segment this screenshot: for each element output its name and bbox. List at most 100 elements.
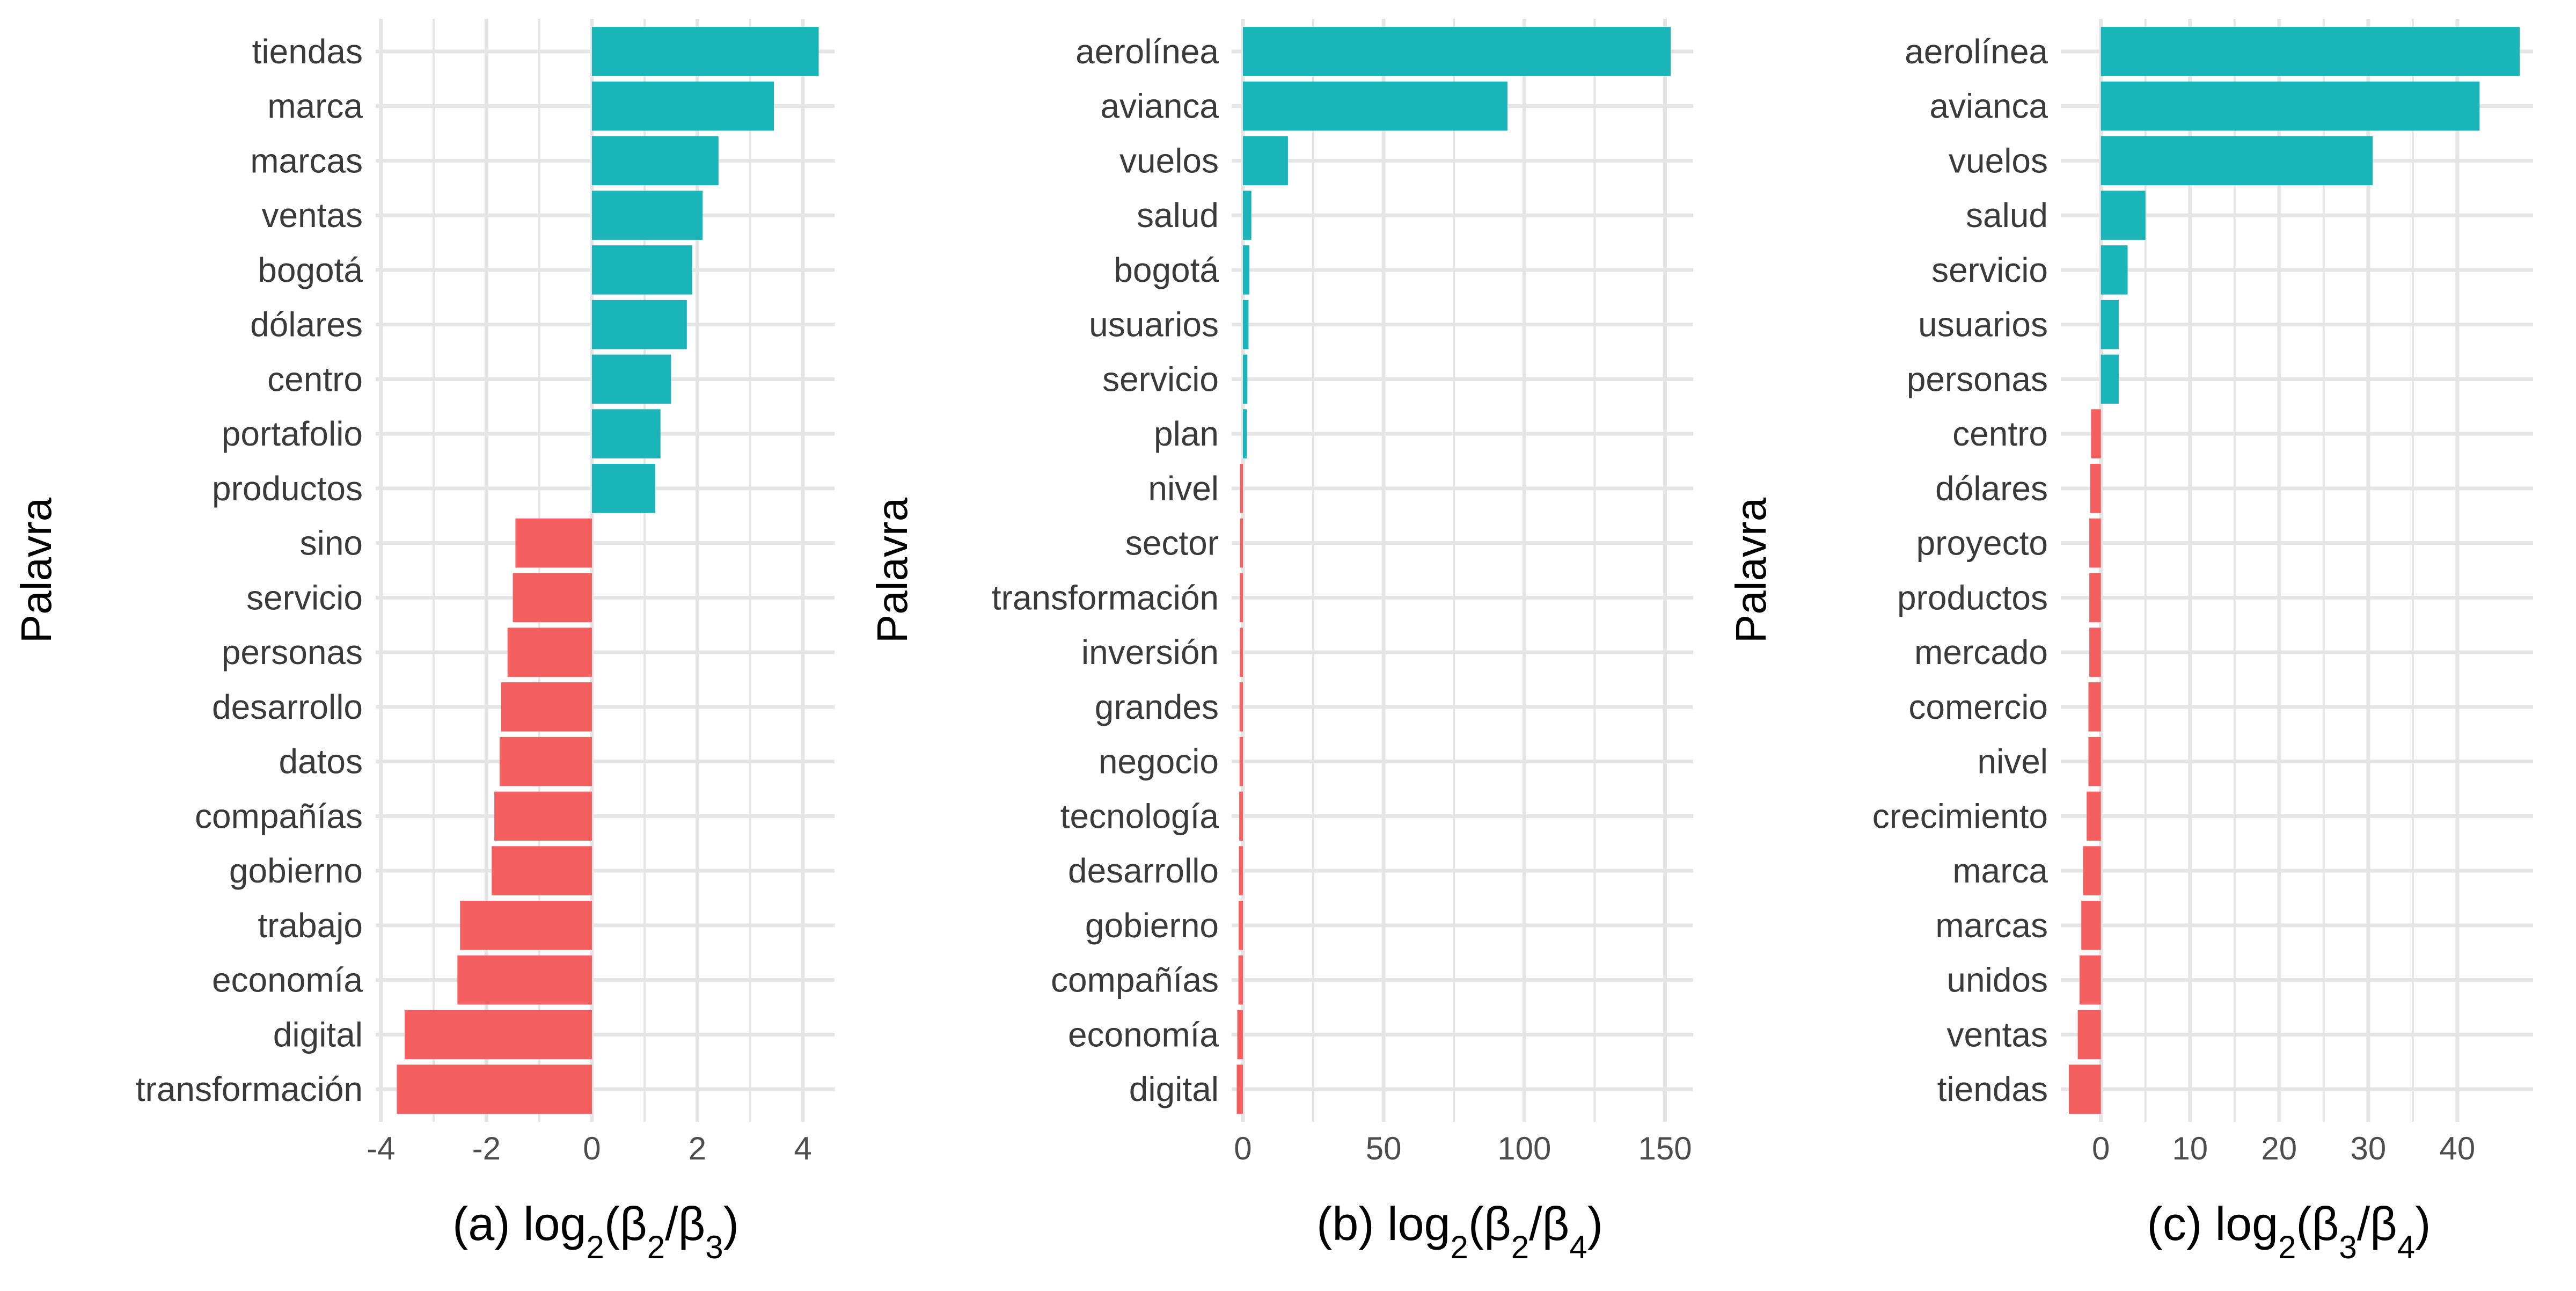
bar-aerolínea [2101, 27, 2520, 76]
y-axis-title: Palavra [868, 497, 916, 643]
bar-centro [591, 354, 671, 404]
category-label: tecnología [1060, 797, 1219, 835]
category-label: productos [212, 469, 363, 508]
bar-ventas [591, 191, 703, 240]
category-label: marca [1952, 851, 2048, 890]
category-label: vuelos [1949, 141, 2048, 180]
bar-grandes [1239, 682, 1243, 732]
bar-salud [2101, 191, 2146, 240]
category-label: economía [1068, 1015, 1219, 1054]
bar-nivel [1240, 464, 1243, 513]
bar-compañías [494, 791, 592, 841]
category-label: portafolio [222, 414, 363, 453]
category-label: transformación [136, 1070, 363, 1108]
bar-mercado [2089, 628, 2101, 677]
category-label: bogotá [1114, 251, 1219, 289]
category-label: transformación [992, 578, 1219, 617]
bar-digital [1236, 1064, 1243, 1114]
bar-marca [2083, 846, 2101, 895]
bar-inversión [1240, 628, 1243, 677]
category-label: bogotá [258, 251, 363, 289]
bar-gobierno [1239, 901, 1243, 950]
x-tick-label: -4 [367, 1130, 395, 1166]
bar-crecimiento [2087, 791, 2101, 841]
category-label: personas [222, 633, 363, 672]
x-tick-label: 0 [583, 1130, 601, 1166]
bar-datos [499, 736, 592, 786]
x-tick-label: 100 [1497, 1130, 1551, 1166]
category-label: centro [1952, 414, 2048, 453]
bar-portafolio [591, 409, 661, 458]
category-label: vuelos [1119, 141, 1219, 180]
category-label: usuarios [1089, 305, 1219, 344]
bar-personas [507, 628, 592, 677]
category-label: nivel [1977, 742, 2048, 781]
category-label: productos [1897, 578, 2048, 617]
category-label: inversión [1081, 633, 1219, 672]
bar-ventas [2077, 1010, 2101, 1060]
category-label: marcas [1935, 906, 2048, 945]
bar-dólares [591, 300, 687, 349]
bar-aerolínea [1242, 27, 1671, 76]
x-axis-title: (c) log2(β3/β4) [2147, 1197, 2431, 1265]
bar-sino [515, 518, 592, 568]
x-tick-label: 10 [2172, 1130, 2208, 1166]
category-label: servicio [1931, 251, 2048, 289]
category-label: servicio [1102, 360, 1219, 398]
x-tick-label: 0 [2092, 1130, 2110, 1166]
bar-transformación [397, 1064, 592, 1114]
x-tick-label: 4 [794, 1130, 811, 1166]
category-label: compañías [195, 797, 363, 835]
bar-usuarios [1242, 300, 1249, 349]
bar-transformación [1240, 573, 1243, 623]
bar-proyecto [2089, 518, 2101, 568]
category-label: ventas [1946, 1015, 2048, 1054]
x-tick-label: 30 [2350, 1130, 2386, 1166]
category-label: mercado [1914, 633, 2048, 672]
category-label: avianca [1929, 87, 2048, 126]
bar-nivel [2088, 736, 2101, 786]
x-tick-label: 40 [2439, 1130, 2475, 1166]
category-label: gobierno [1085, 906, 1219, 945]
bar-servicio [513, 573, 592, 623]
category-label: crecimiento [1872, 797, 2048, 835]
bar-tiendas [591, 27, 819, 76]
bar-marcas [2081, 901, 2101, 950]
x-tick-label: 50 [1366, 1130, 1402, 1166]
bar-usuarios [2101, 300, 2119, 349]
category-label: negocio [1099, 742, 1219, 781]
bar-desarrollo [501, 682, 592, 732]
category-label: centro [267, 360, 363, 398]
bar-servicio [1242, 354, 1248, 404]
category-label: aerolínea [1075, 32, 1219, 71]
bar-unidos [2079, 955, 2101, 1005]
category-label: grandes [1095, 688, 1219, 726]
bar-vuelos [1242, 136, 1288, 186]
bar-negocio [1239, 736, 1243, 786]
bar-trabajo [460, 901, 592, 950]
bar-economía [1237, 1010, 1243, 1060]
panel-b: aerolínea avianca vuelos salud bogotá usuario… [868, 19, 1693, 1265]
category-label: economía [212, 961, 363, 1000]
bar-gobierno [492, 846, 592, 895]
category-label: marca [267, 87, 363, 126]
category-label: sino [300, 524, 363, 563]
category-label: marcas [250, 141, 363, 180]
bar-plan [1242, 409, 1247, 458]
bar-bogotá [591, 245, 692, 295]
bar-sector [1240, 518, 1243, 568]
bar-servicio [2101, 245, 2128, 295]
bar-tiendas [2068, 1064, 2101, 1114]
category-label: comercio [1908, 688, 2048, 726]
y-axis-title: Palavra [1727, 497, 1775, 643]
bar-avianca [1242, 81, 1507, 131]
bar-desarrollo [1239, 846, 1243, 895]
x-tick-label: -2 [472, 1130, 501, 1166]
category-label: personas [1907, 360, 2048, 398]
y-axis-title: Palavra [12, 497, 60, 643]
category-label: dólares [250, 305, 363, 344]
category-label: tiendas [1937, 1070, 2048, 1108]
x-axis-title: (a) log2(β2/β3) [452, 1197, 739, 1265]
category-label: gobierno [229, 851, 363, 890]
